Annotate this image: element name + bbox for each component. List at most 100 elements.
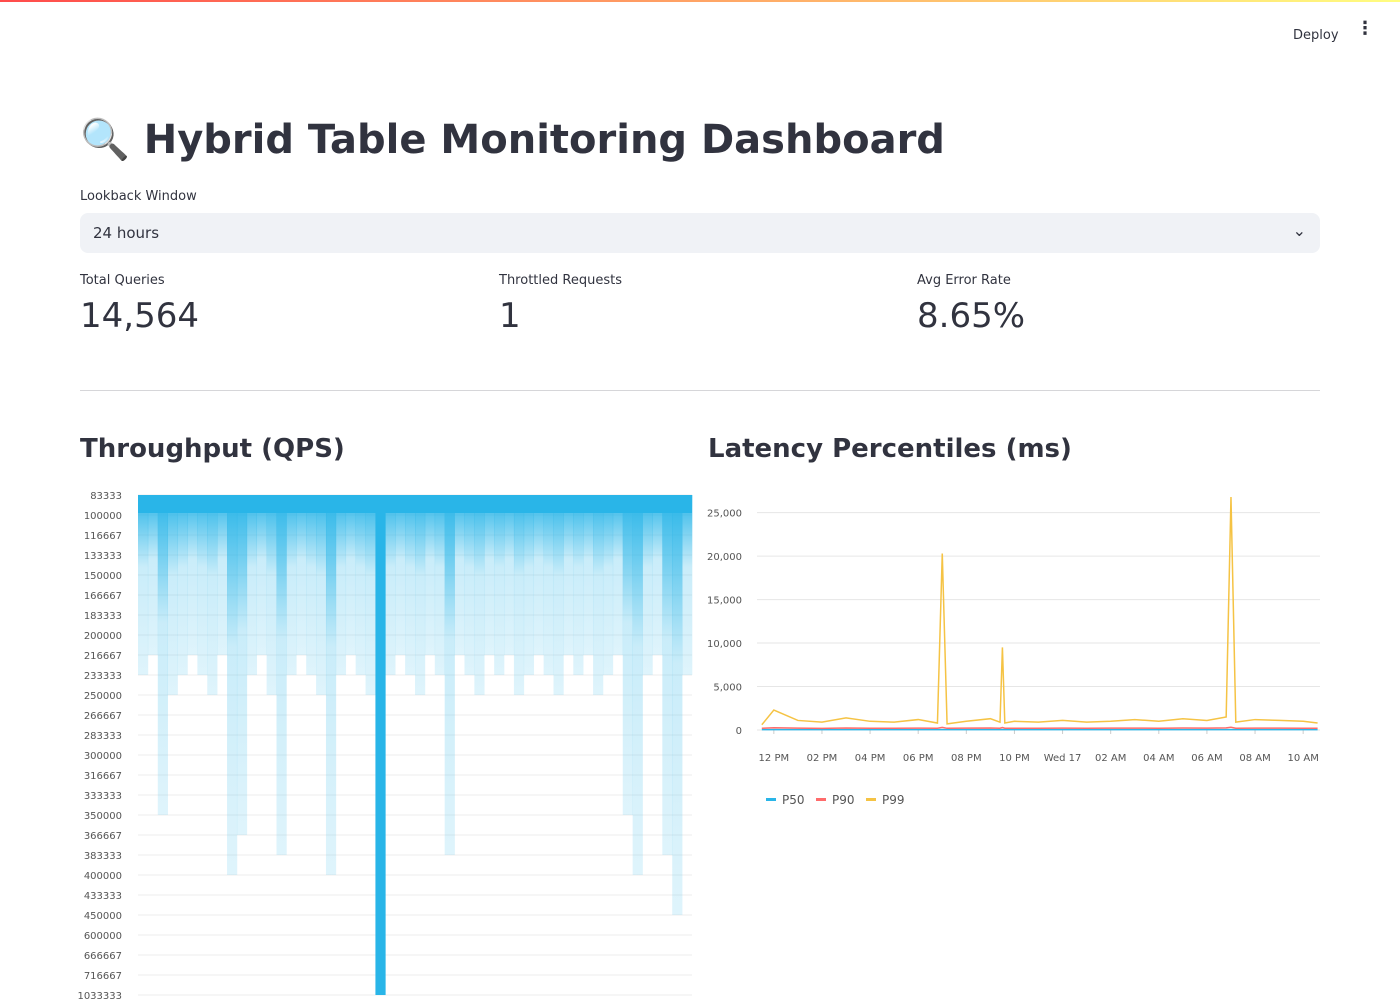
metric-value: 1 bbox=[499, 296, 521, 336]
metric-label: Avg Error Rate bbox=[917, 273, 1011, 288]
bar bbox=[217, 495, 228, 655]
y-tick-label: 183333 bbox=[84, 611, 122, 622]
legend-swatch bbox=[866, 798, 876, 801]
bar bbox=[454, 495, 465, 655]
y-tick-label: 400000 bbox=[84, 871, 122, 882]
line-series bbox=[761, 726, 1318, 730]
page-title: 🔍 Hybrid Table Monitoring Dashboard bbox=[80, 117, 945, 163]
bar bbox=[523, 495, 535, 675]
x-tick-label: 02 AM bbox=[1095, 753, 1126, 764]
y-tick-label: 233333 bbox=[84, 671, 122, 682]
bar bbox=[187, 495, 198, 655]
bar bbox=[197, 495, 208, 675]
bar bbox=[325, 495, 337, 875]
y-tick-label: 133333 bbox=[84, 551, 122, 562]
y-tick-label: 250000 bbox=[84, 691, 122, 702]
x-tick-label: 02 PM bbox=[807, 753, 838, 764]
y-tick-label: 433333 bbox=[84, 891, 122, 902]
bar bbox=[573, 495, 584, 675]
select-box[interactable]: 24 hours ⌄ bbox=[80, 213, 1320, 253]
y-tick-label: 200000 bbox=[84, 631, 122, 642]
bar bbox=[177, 495, 188, 675]
y-tick-label: 0 bbox=[736, 726, 742, 737]
bar bbox=[227, 495, 238, 875]
y-tick-label: 5,000 bbox=[713, 683, 742, 694]
bar bbox=[207, 495, 218, 695]
bar bbox=[286, 495, 297, 675]
metric-value: 8.65% bbox=[917, 296, 1026, 336]
y-tick-label: 266667 bbox=[84, 711, 122, 722]
bar bbox=[563, 495, 574, 655]
select-label: Lookback Window bbox=[80, 189, 197, 204]
line-series bbox=[761, 496, 1318, 726]
y-tick-label: 450000 bbox=[84, 911, 122, 922]
bar bbox=[296, 495, 307, 655]
bar bbox=[256, 495, 267, 655]
y-tick-label: 83333 bbox=[90, 491, 122, 502]
y-tick-label: 366667 bbox=[84, 831, 122, 842]
bar bbox=[672, 495, 683, 915]
metric-label: Total Queries bbox=[80, 273, 165, 288]
y-tick-label: 333333 bbox=[84, 791, 122, 802]
x-tick-label: 10 PM bbox=[999, 753, 1030, 764]
x-tick-label: Wed 17 bbox=[1044, 753, 1082, 764]
y-tick-label: 316667 bbox=[84, 771, 122, 782]
bar bbox=[316, 495, 327, 695]
metric-value: 14,564 bbox=[80, 296, 199, 336]
y-tick-label: 300000 bbox=[84, 751, 122, 762]
bar bbox=[533, 495, 544, 655]
bar bbox=[504, 495, 515, 655]
bar bbox=[246, 495, 258, 675]
bar bbox=[543, 495, 554, 675]
x-tick-label: 08 PM bbox=[951, 753, 982, 764]
legend-label: P90 bbox=[832, 793, 855, 807]
x-tick-label: 04 PM bbox=[855, 753, 886, 764]
y-tick-label: 283333 bbox=[84, 731, 122, 742]
bar bbox=[276, 495, 287, 855]
chart-title: Latency Percentiles (ms) bbox=[708, 434, 1072, 464]
y-tick-label: 383333 bbox=[84, 851, 122, 862]
bar bbox=[513, 495, 525, 695]
bar bbox=[484, 495, 495, 655]
deploy-button[interactable]: Deploy bbox=[1293, 28, 1339, 43]
bar bbox=[236, 495, 248, 835]
top-decoration bbox=[0, 0, 1400, 2]
divider bbox=[80, 390, 1320, 391]
legend-swatch bbox=[816, 798, 826, 801]
y-tick-label: 666667 bbox=[84, 951, 122, 962]
legend-label: P99 bbox=[882, 793, 905, 807]
legend-label: P50 bbox=[782, 793, 805, 807]
metric-label: Throttled Requests bbox=[499, 273, 622, 288]
bar bbox=[306, 495, 317, 675]
x-tick-label: 10 AM bbox=[1287, 753, 1318, 764]
bar bbox=[474, 495, 485, 695]
bar bbox=[593, 495, 604, 695]
bar bbox=[405, 495, 416, 675]
y-tick-label: 166667 bbox=[84, 591, 122, 602]
bar bbox=[632, 495, 643, 875]
bar bbox=[335, 495, 347, 675]
bar bbox=[553, 495, 564, 695]
bar bbox=[662, 495, 673, 855]
bar bbox=[157, 495, 168, 815]
bar bbox=[375, 495, 386, 995]
x-tick-label: 12 PM bbox=[759, 753, 790, 764]
y-tick-label: 10,000 bbox=[707, 639, 742, 650]
bar bbox=[345, 495, 356, 655]
y-tick-label: 1033333 bbox=[77, 991, 122, 1000]
bar bbox=[266, 495, 277, 695]
bar bbox=[167, 495, 178, 695]
y-tick-label: 116667 bbox=[84, 531, 122, 542]
y-tick-label: 150000 bbox=[84, 571, 122, 582]
select-chevron: ⌄ bbox=[1292, 221, 1306, 240]
bar bbox=[385, 495, 396, 675]
bar bbox=[365, 495, 376, 695]
y-tick-label: 216667 bbox=[84, 651, 122, 662]
bar bbox=[424, 495, 436, 655]
x-tick-label: 08 AM bbox=[1239, 753, 1270, 764]
chart-title: Throughput (QPS) bbox=[80, 434, 345, 464]
bar bbox=[682, 495, 693, 675]
bar bbox=[622, 495, 633, 815]
legend-swatch bbox=[766, 798, 776, 801]
